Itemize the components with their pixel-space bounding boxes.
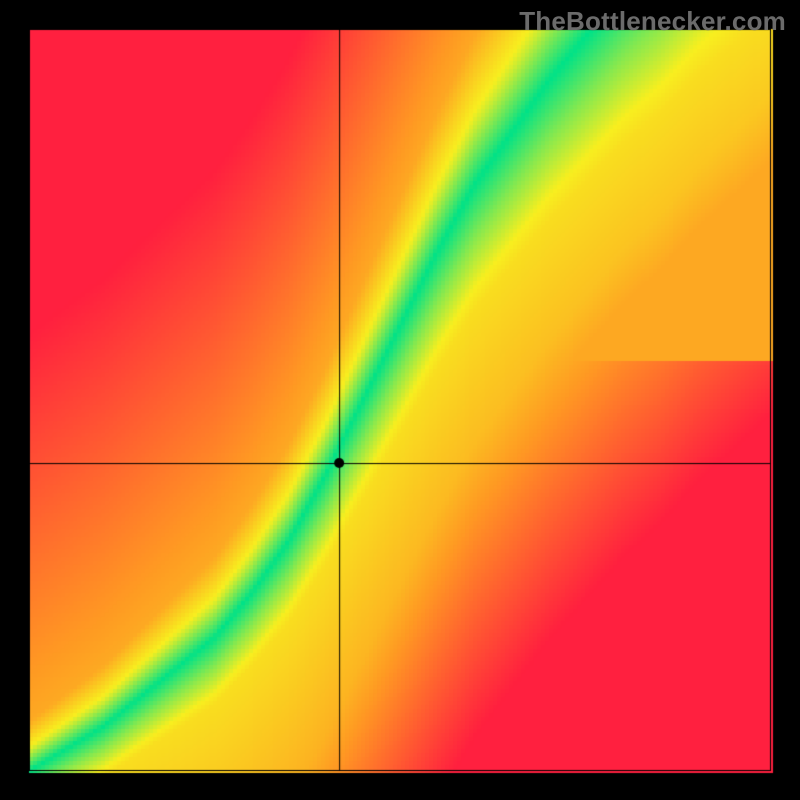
chart-container: { "attribution": { "text": "TheBottlenec… (0, 0, 800, 800)
attribution-text: TheBottlenecker.com (519, 6, 786, 37)
bottleneck-heatmap (0, 0, 800, 800)
